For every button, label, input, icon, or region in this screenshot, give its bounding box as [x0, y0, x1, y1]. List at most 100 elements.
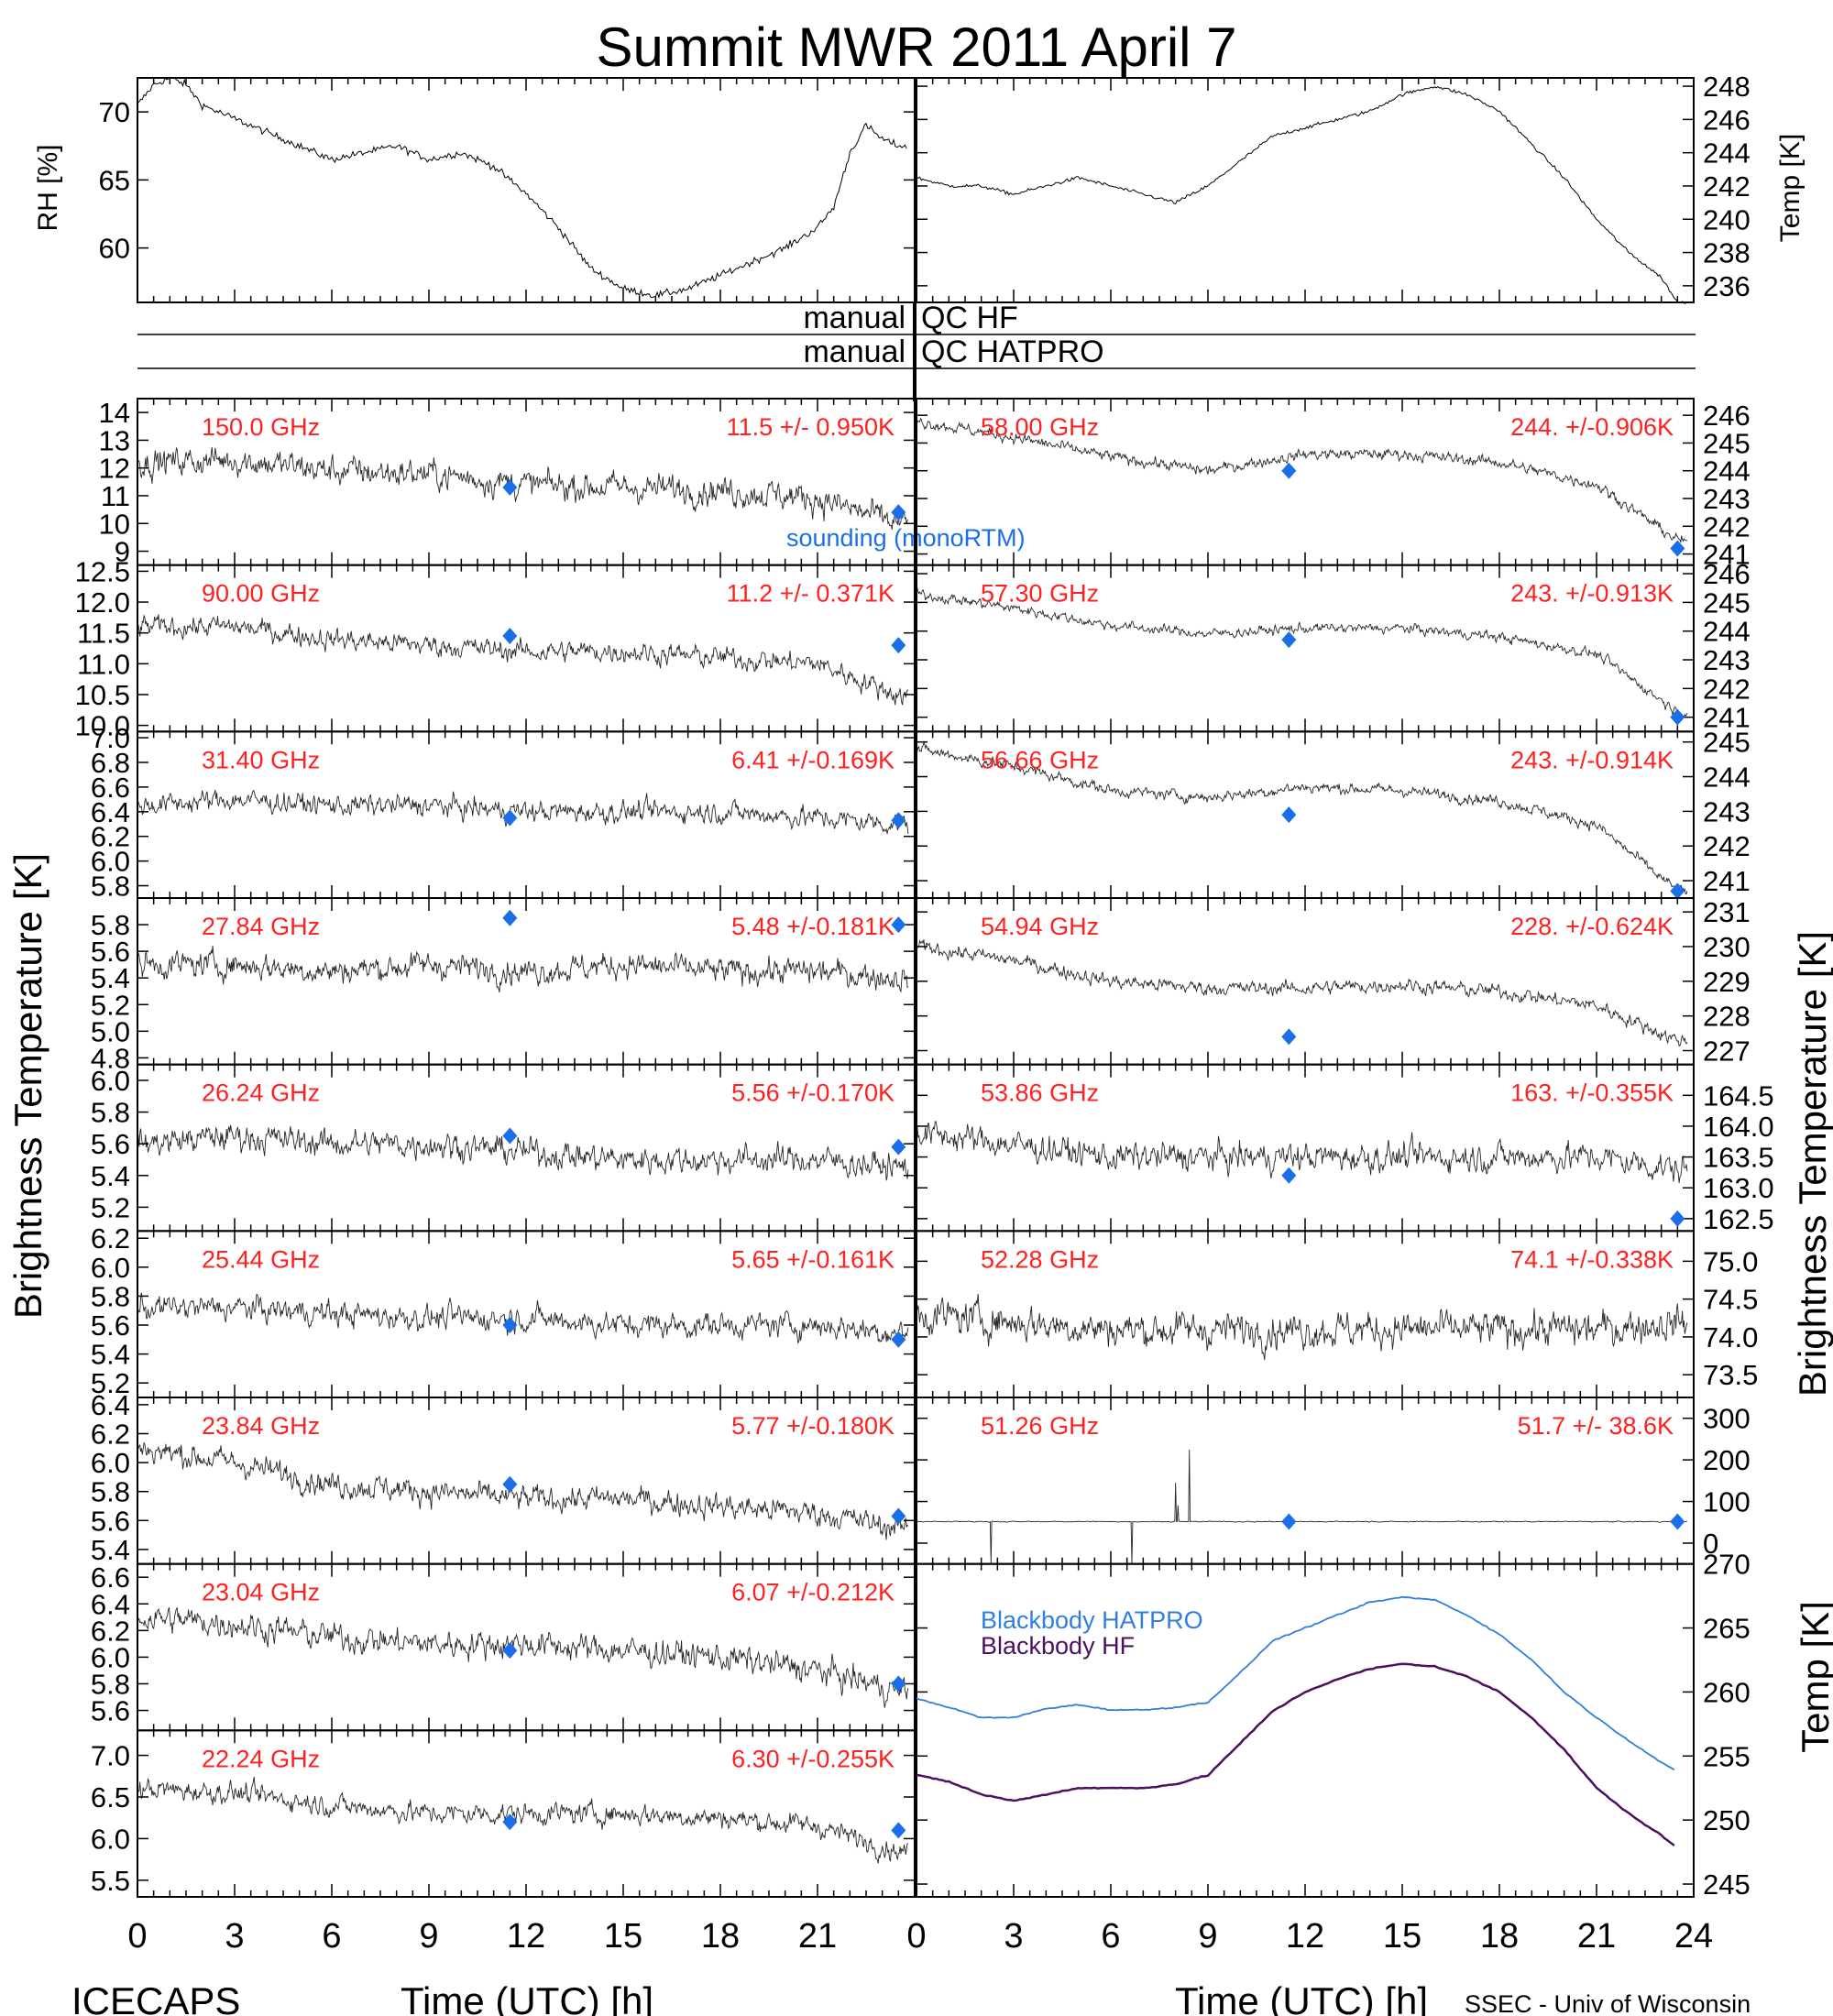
channel-panel-5126-frequency-label: 51.26 GHz [981, 1412, 1099, 1440]
left-x-tick-label: 15 [604, 1917, 642, 1956]
left-x-tick-label: 21 [798, 1917, 837, 1956]
channel-panel-5730-sounding-point [1281, 631, 1297, 649]
channel-panel-5666-ytick-label: 244 [1703, 761, 1751, 794]
channel-panel-5126-sounding-point [1281, 1513, 1297, 1530]
temp-panel-ytick-label: 240 [1703, 203, 1751, 236]
blackbody-panel-ytick-label: 250 [1703, 1804, 1751, 1836]
channel-panel-5126-stat-label: 51.7 +/- 38.6K [1518, 1412, 1674, 1440]
channel-panel-2784-ytick-label: 5.8 [91, 909, 130, 941]
hatpro-legend: Blackbody HATPRO [981, 1606, 1203, 1634]
channel-panel-5730-ytick-label: 243 [1703, 644, 1751, 676]
channel-panel-5666-sounding-point [1670, 882, 1685, 900]
channel-panel-5800-ytick-label: 244 [1703, 455, 1751, 488]
channel-panel-1500-ytick-label: 12 [99, 453, 130, 485]
qc-hf-left-label: manual [803, 301, 906, 335]
channel-panel-2304-ytick-label: 6.4 [91, 1588, 130, 1620]
channel-panel-2784-ytick-label: 5.2 [91, 989, 130, 1021]
channel-panel-3140-frequency-label: 31.40 GHz [202, 746, 320, 773]
channel-panel-5386-ytick-label: 164.0 [1703, 1111, 1774, 1143]
channel-panel-5666-trace [916, 740, 1688, 896]
qc-hatpro-right-label: QC HATPRO [921, 334, 1104, 369]
channel-panel-3140-ytick-label: 6.2 [91, 821, 130, 853]
rh-panel-ytick-label: 60 [99, 233, 130, 265]
channel-panel-2384-sounding-point [502, 1475, 518, 1493]
channel-panel-2304-stat-label: 6.07 +/-0.212K [731, 1579, 895, 1606]
channel-panel-5730-stat-label: 243. +/-0.913K [1510, 580, 1674, 608]
channel-panel-2784-sounding-point [502, 909, 518, 926]
blackbody-panel-ytick-label: 245 [1703, 1868, 1751, 1901]
channel-panel-1500-ytick-label: 10 [99, 508, 130, 540]
channel-panel-5730-ytick-label: 242 [1703, 673, 1751, 705]
channel-panel-9000-sounding-point [502, 628, 518, 645]
channel-panel-2384-ytick-label: 5.6 [91, 1505, 130, 1537]
channel-panel-5386-ytick-label: 164.5 [1703, 1079, 1774, 1112]
right-x-tick-label: 9 [1198, 1917, 1217, 1956]
channel-panel-2384-ytick-label: 5.4 [91, 1534, 130, 1566]
channel-panel-5800-ytick-label: 245 [1703, 427, 1751, 459]
channel-panel-9000: 12.512.011.511.010.510.0 90.00 GHz 11.2 +/… [75, 555, 916, 742]
channel-panel-5126-ytick-label: 300 [1703, 1403, 1751, 1435]
channel-panel-5494-stat-label: 228. +/-0.624K [1510, 913, 1674, 940]
channel-panel-2384-ytick-label: 5.8 [91, 1476, 130, 1508]
channel-panel-2784-trace [137, 946, 909, 993]
channel-panel-9000-trace [137, 614, 909, 706]
channel-panel-2624-ytick-label: 5.4 [91, 1160, 130, 1192]
figure-title: Summit MWR 2011 April 7 [596, 16, 1236, 78]
channel-panel-5126: 300 200 100 0 51.26 GHz 51.7 +/- 38.6K [916, 1397, 1751, 1565]
channel-panel-2624: 6.05.85.65.45.2 26.24 GHz 5.56 +/-0.170K [91, 1063, 916, 1233]
right-x-tick-label: 3 [1004, 1917, 1023, 1956]
right-y-axis-label: Brightness Temperature [K] [1791, 931, 1833, 1397]
rh-axis-label: RH [%] [33, 144, 63, 231]
channel-panel-2784-ytick-label: 5.0 [91, 1015, 130, 1047]
channel-panel-2224-stat-label: 6.30 +/-0.255K [731, 1745, 895, 1772]
temp-panel-ytick-label: 238 [1703, 237, 1751, 269]
channel-panel-5386-stat-label: 163. +/-0.355K [1510, 1079, 1674, 1107]
temp-panel-frame [916, 77, 1695, 303]
channel-panel-5126-sounding-point [1670, 1513, 1685, 1530]
right-x-tick-label: 21 [1577, 1917, 1616, 1956]
channel-panel-5228: 75.0 74.5 74.0 73.5 52.28 GHz 74.1 +/-0.338K [916, 1230, 1758, 1399]
channel-panel-2224-trace [137, 1776, 909, 1864]
channel-panel-5386-ytick-label: 163.5 [1703, 1142, 1774, 1174]
channel-panel-1500-sounding-point [891, 504, 906, 521]
left-x-tick-label: 3 [225, 1917, 244, 1956]
channel-panel-2224: 7.0 6.5 6.0 5.5 22.24 GHz 6.30 +/-0.255K [91, 1729, 916, 1899]
channel-panel-5666-ytick-label: 245 [1703, 727, 1751, 759]
channel-panel-5494-ytick-label: 228 [1703, 1001, 1751, 1033]
channel-panel-9000-sounding-point [891, 637, 906, 654]
channel-panel-5730-frequency-label: 57.30 GHz [981, 580, 1099, 608]
channel-panel-2624-stat-label: 5.56 +/-0.170K [731, 1079, 895, 1107]
channel-panel-2224-ytick-label: 6.0 [91, 1823, 130, 1855]
hf-legend: Blackbody HF [981, 1632, 1135, 1660]
channel-panel-5666-sounding-point [1281, 806, 1297, 824]
blackbody-panel-ytick-label: 260 [1703, 1676, 1751, 1708]
blackbody-panel-ytick-label: 265 [1703, 1613, 1751, 1645]
channel-panel-2784-ytick-label: 5.4 [91, 962, 130, 994]
right-x-axis-label: Time (UTC) [h] [1175, 1979, 1428, 2016]
right-x-tick-label: 6 [1101, 1917, 1120, 1956]
channel-panel-2624-ytick-label: 5.8 [91, 1097, 130, 1129]
channel-panel-2544-sounding-point [502, 1317, 518, 1334]
qc-hatpro-left-label: manual [803, 334, 906, 369]
channel-panel-5494-ytick-label: 231 [1703, 896, 1751, 928]
channel-panel-3140-ytick-label: 6.6 [91, 772, 130, 804]
right-x-tick-label: 12 [1286, 1917, 1324, 1956]
channel-panel-2544-trace [137, 1292, 909, 1344]
channel-panel-5386-sounding-point [1670, 1210, 1685, 1227]
right-x-tick-label: 0 [906, 1917, 926, 1956]
channel-panel-1500-sounding-point [502, 478, 518, 496]
right-x-tick-label: 15 [1383, 1917, 1421, 1956]
right-bottom-y-axis-label: Temp [K] [1794, 1601, 1833, 1753]
channel-panel-2624-frequency-label: 26.24 GHz [202, 1079, 320, 1107]
channel-panel-5386-ytick-label: 162.5 [1703, 1203, 1774, 1235]
channel-panel-2384-ytick-label: 6.2 [91, 1418, 130, 1450]
rh-panel: 70 65 60 RH [%] [33, 76, 916, 303]
channel-panel-5228-trace [916, 1293, 1688, 1361]
blackbody-line-1 [916, 1662, 1675, 1846]
temp-line [916, 85, 1686, 305]
channel-panel-5494-ytick-label: 227 [1703, 1035, 1751, 1068]
channel-panel-5126-ytick-label: 200 [1703, 1444, 1751, 1476]
